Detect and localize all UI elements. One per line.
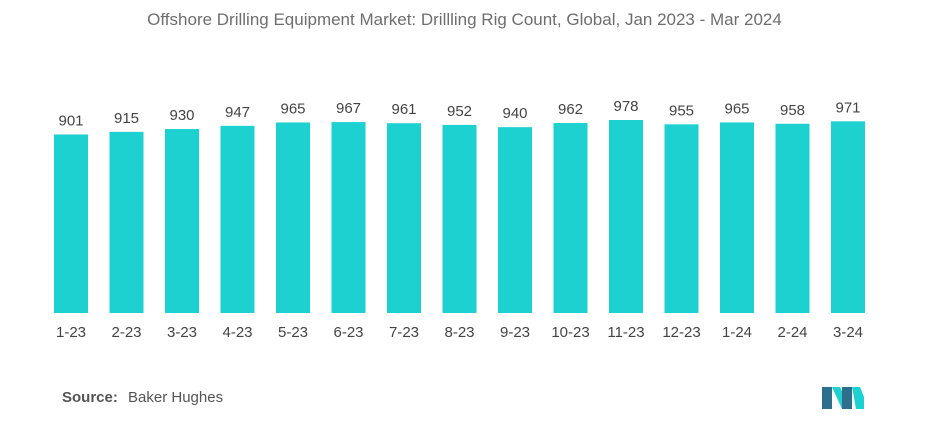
x-tick-group: 1-23 2-23 3-23 4-23 5-23 6-23 7-23 8-23 9-23 10-2… — [56, 324, 863, 341]
x-tick-label-9-23: 9-23 — [500, 324, 530, 341]
x-tick-label-11-23: 11-23 — [607, 324, 644, 341]
source-note: Source: Baker Hughes — [62, 389, 223, 406]
x-tick-label-1-23: 1-23 — [56, 324, 86, 341]
bar-12-23 — [664, 124, 699, 313]
bar-6-23 — [331, 122, 366, 313]
bar-2-23 — [109, 131, 144, 313]
bar-11-23 — [609, 120, 643, 313]
data-label-group: 901 915 930 947 965 967 961 952 940 962 978 955 965 9… — [58, 98, 860, 130]
data-label-12-23: 955 — [669, 102, 694, 119]
data-label-2-23: 915 — [114, 110, 139, 127]
data-label-10-23: 962 — [558, 101, 583, 118]
bar-7-23 — [387, 123, 421, 314]
data-label-3-23: 930 — [169, 107, 194, 124]
chart-title: Offshore Drilling Equipment Market: Dril… — [147, 10, 782, 29]
x-tick-label-10-23: 10-23 — [551, 324, 589, 341]
data-label-11-23: 978 — [613, 98, 638, 115]
data-label-8-23: 952 — [447, 103, 472, 120]
source-label: Source: — [62, 389, 118, 406]
data-label-3-24: 971 — [835, 99, 860, 116]
x-tick-label-12-23: 12-23 — [662, 324, 700, 341]
bar-10-23 — [553, 123, 588, 313]
bar-3-23 — [165, 129, 199, 313]
data-label-1-23: 901 — [58, 113, 83, 130]
bar-1-24 — [720, 122, 754, 313]
bar-group — [54, 120, 865, 314]
x-tick-label-3-24: 3-24 — [833, 324, 863, 341]
x-tick-label-6-23: 6-23 — [333, 324, 363, 341]
data-label-9-23: 940 — [502, 105, 527, 122]
brand-logo-icon — [822, 387, 864, 409]
bar-1-23 — [54, 134, 88, 313]
x-tick-label-8-23: 8-23 — [444, 324, 474, 341]
data-label-4-23: 947 — [225, 104, 250, 121]
bar-4-23 — [220, 125, 255, 313]
x-tick-label-4-23: 4-23 — [222, 324, 252, 341]
x-tick-label-3-23: 3-23 — [167, 324, 197, 341]
bar-9-23 — [498, 127, 532, 313]
source-value: Baker Hughes — [128, 389, 224, 406]
x-tick-label-5-23: 5-23 — [278, 324, 308, 341]
bar-3-24 — [831, 121, 865, 314]
x-tick-label-7-23: 7-23 — [389, 324, 419, 341]
data-label-2-24: 958 — [780, 102, 805, 119]
data-label-5-23: 965 — [280, 100, 305, 117]
data-label-7-23: 961 — [391, 101, 416, 118]
data-label-6-23: 967 — [336, 100, 361, 117]
bar-2-24 — [775, 123, 810, 313]
x-tick-label-1-24: 1-24 — [722, 324, 752, 341]
data-label-1-24: 965 — [724, 100, 749, 117]
x-tick-label-2-23: 2-23 — [111, 324, 141, 341]
bar-5-23 — [276, 122, 310, 313]
x-tick-label-2-24: 2-24 — [777, 324, 807, 341]
bar-8-23 — [442, 124, 477, 313]
